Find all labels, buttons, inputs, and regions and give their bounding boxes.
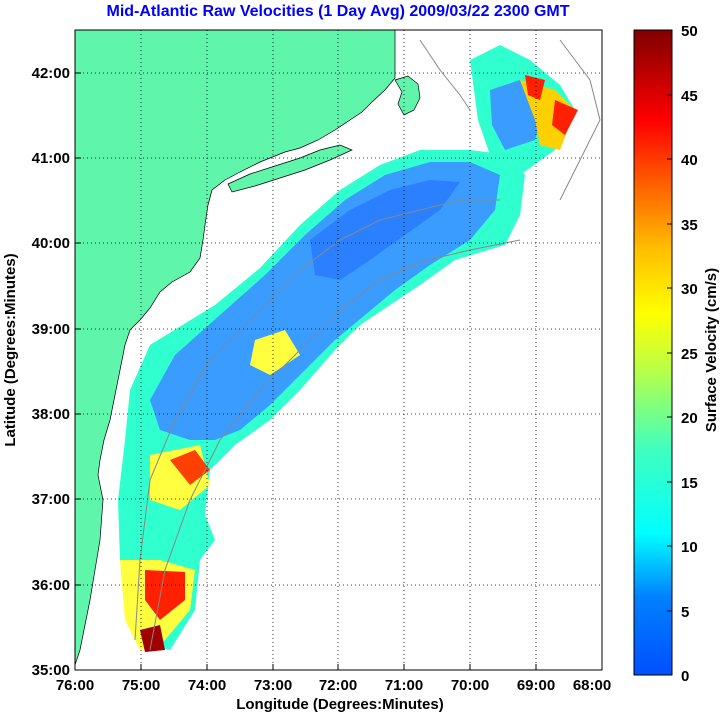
- map-grid: [75, 30, 602, 670]
- colorbar: 0 5 10 15 20 25 30 35 40 45 50 Surface V…: [633, 23, 720, 685]
- map-plot-area: [75, 30, 602, 670]
- x-tick-labels: 76:00 75:00 74:00 73:00 72:00 71:00 70:0…: [56, 677, 611, 694]
- map-tick-marks: [74, 72, 603, 671]
- land-mass: [75, 30, 396, 666]
- chart-title: Mid-Atlantic Raw Velocities (1 Day Avg) …: [107, 3, 570, 20]
- y-tick-label: 40:00: [32, 235, 70, 252]
- x-tick-label: 75:00: [122, 677, 160, 694]
- colorbar-tick-label: 10: [681, 539, 698, 556]
- x-tick-label: 72:00: [319, 677, 357, 694]
- y-axis-label: Latitude (Degrees:Minutes): [2, 253, 19, 446]
- x-axis-label: Longitude (Degrees:Minutes): [236, 696, 444, 713]
- colorbar-label: Surface Velocity (cm/s): [703, 268, 720, 432]
- long-island: [227, 144, 353, 193]
- x-tick-label: 70:00: [451, 677, 489, 694]
- colorbar-tick-label: 40: [681, 152, 698, 169]
- colorbar-tick-label: 0: [681, 668, 689, 685]
- y-tick-label: 39:00: [32, 321, 70, 338]
- x-tick-label: 71:00: [385, 677, 423, 694]
- colorbar-tick-label: 20: [681, 410, 698, 427]
- x-tick-label: 69:00: [517, 677, 555, 694]
- y-tick-label: 42:00: [32, 65, 70, 82]
- colorbar-tick-label: 25: [681, 346, 698, 363]
- colorbar-tick-label: 35: [681, 217, 698, 234]
- colorbar-tick-label: 50: [681, 23, 698, 40]
- y-tick-labels: 42:00 41:00 40:00 39:00 38:00 37:00 36:0…: [32, 65, 70, 679]
- colorbar-tick-label: 45: [681, 88, 698, 105]
- x-tick-label: 68:00: [573, 677, 611, 694]
- colorbar-tick-label: 30: [681, 281, 698, 298]
- y-tick-label: 35:00: [32, 662, 70, 679]
- colorbar-tick-label: 15: [681, 475, 698, 492]
- x-tick-label: 73:00: [254, 677, 292, 694]
- bathymetry-contours: [134, 39, 601, 651]
- cape-cod: [394, 75, 421, 116]
- colorbar-tick-label: 5: [681, 604, 689, 621]
- y-tick-label: 41:00: [32, 150, 70, 167]
- y-tick-label: 38:00: [32, 406, 70, 423]
- colorbar-gradient: [633, 29, 673, 676]
- y-tick-label: 36:00: [32, 577, 70, 594]
- x-tick-label: 74:00: [188, 677, 226, 694]
- y-tick-label: 37:00: [32, 491, 70, 508]
- velocity-field: [118, 45, 578, 652]
- x-tick-label: 76:00: [56, 677, 94, 694]
